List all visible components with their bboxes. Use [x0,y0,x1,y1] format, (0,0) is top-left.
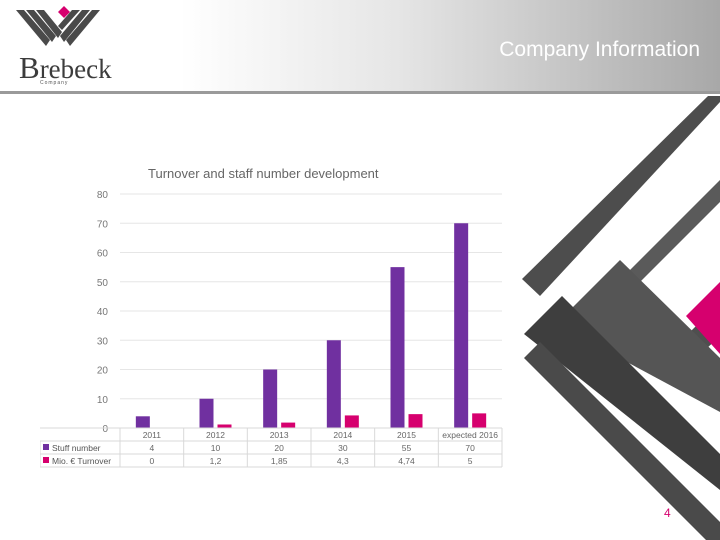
legend-label: Stuff number [52,443,101,453]
chart-title: Turnover and staff number development [148,166,379,181]
bar-turnover [344,415,359,428]
logo-subtext: Company [40,80,69,86]
data-table: 2011 2012 2013 2014 2015 expected 2016 Stuff n… [40,427,503,468]
data-label: 0 [149,456,154,466]
bar-staff [263,369,278,428]
bar-turnover [217,424,232,428]
data-label: 20 [274,443,284,453]
y-tick-label: 10 [97,395,109,406]
y-axis-ticks: 0 10 20 30 40 50 60 70 80 [97,190,109,435]
y-tick-label: 20 [97,366,109,377]
page-number: 4 [664,506,671,520]
y-tick-label: 30 [97,336,109,347]
y-tick-label: 70 [97,219,109,230]
bar-staff [135,416,150,428]
y-tick-label: 50 [97,278,109,289]
legend-label: Mio. € Turnover [52,456,111,466]
header-divider [0,91,720,94]
data-label: 1,2 [210,456,222,466]
x-tick-label: 2011 [143,430,162,440]
data-label: 70 [465,443,475,453]
bar-turnover [472,413,487,428]
x-tick-label: 2014 [333,430,352,440]
chart-bars [135,223,487,428]
legend-swatch [43,444,49,450]
data-label: 4 [149,443,154,453]
y-tick-label: 0 [102,424,108,435]
data-label: 4,3 [337,456,349,466]
data-label: 1,85 [271,456,288,466]
bar-chart: Turnover and staff number development 0 1… [40,166,503,468]
data-label: 5 [468,456,473,466]
bar-turnover [281,422,296,428]
pink-accent-stripe [686,282,720,354]
legend-swatch [43,457,49,463]
x-tick-label: 2013 [270,430,289,440]
bar-staff [326,340,341,428]
y-tick-label: 60 [97,249,109,260]
y-tick-label: 80 [97,190,109,201]
bar-staff [199,398,214,428]
y-tick-label: 40 [97,307,109,318]
brebeck-logo-icon [16,6,100,46]
bar-staff [390,267,405,428]
data-label: 55 [402,443,412,453]
logo-pink-diamond [58,6,70,18]
logo-wordmark: Brebeck [19,50,112,85]
bar-turnover [408,414,423,428]
page-title: Company Information [499,38,700,61]
x-tick-label: 2015 [397,430,416,440]
data-label: 4,74 [398,456,415,466]
bar-staff [454,223,469,428]
header-bar [0,0,720,92]
decorative-stripes [522,96,720,540]
data-label: 30 [338,443,348,453]
x-tick-label: 2012 [206,430,225,440]
data-label: 10 [211,443,221,453]
chart-grid [120,193,502,429]
x-tick-label: expected 2016 [442,430,498,440]
